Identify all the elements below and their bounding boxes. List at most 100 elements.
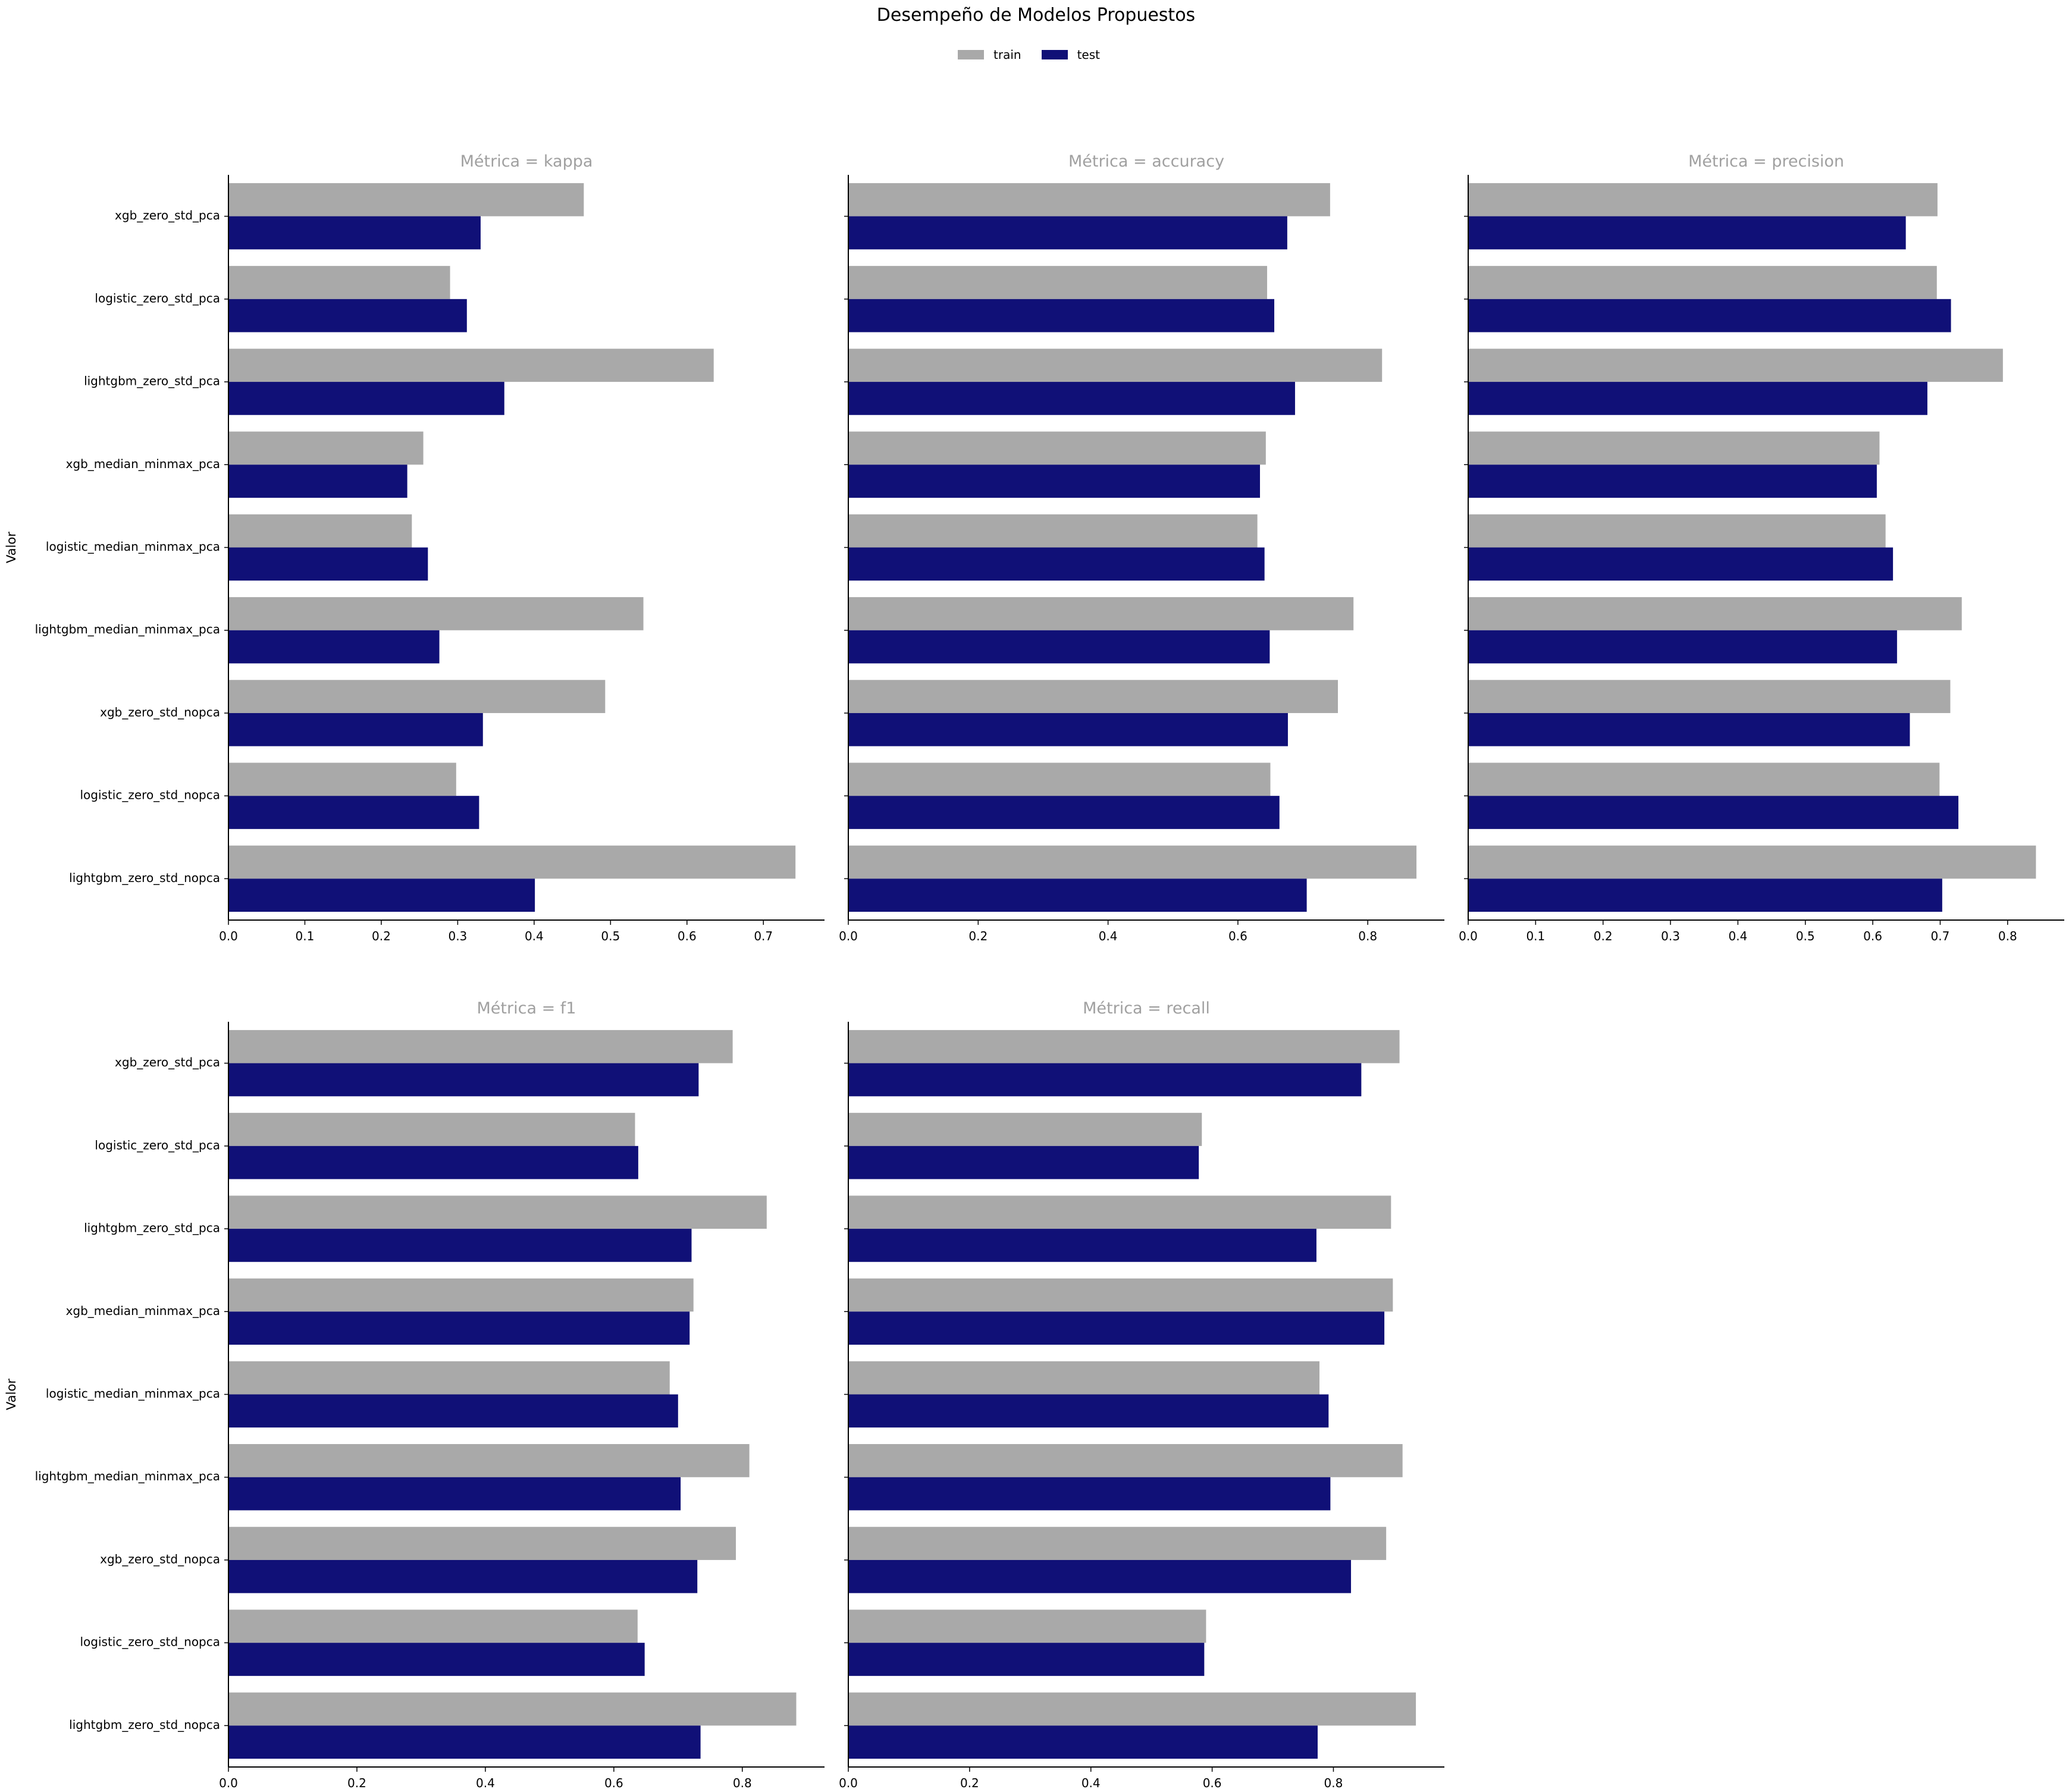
x-tick-label: 0.7 [1931, 929, 1950, 943]
y-tick-label: xgb_median_minmax_pca [66, 1304, 220, 1318]
x-tick-label: 0.2 [1594, 929, 1613, 943]
bar-train [848, 680, 1338, 713]
bar-train [1468, 680, 1951, 713]
bar-test [848, 1063, 1362, 1097]
bar-test [848, 1145, 1199, 1179]
legend-label-test: test [1077, 48, 1100, 62]
bar-train [228, 183, 584, 216]
legend-label-train: train [993, 48, 1021, 62]
y-axis-label: Valor [4, 532, 18, 563]
bar-train [228, 431, 424, 465]
bar-test [848, 1477, 1331, 1511]
bar-test [228, 464, 407, 498]
bar-test [228, 796, 479, 829]
x-tick-label: 0.3 [448, 929, 467, 943]
bar-train [228, 1692, 797, 1726]
bar-test [228, 1311, 690, 1345]
bar-train [848, 1113, 1202, 1146]
bar-test [1468, 878, 1942, 912]
y-tick-label: xgb_median_minmax_pca [66, 457, 220, 471]
bar-train [228, 762, 456, 796]
bar-train [1468, 762, 1940, 796]
bar-test [1468, 796, 1959, 829]
bar-test [848, 1229, 1316, 1262]
bar-test [228, 1643, 645, 1676]
bar-test [848, 299, 1275, 332]
bar-train [848, 1361, 1320, 1395]
bar-train [228, 514, 412, 548]
bar-train [1468, 431, 1880, 465]
y-tick-label: xgb_zero_std_pca [115, 1055, 220, 1069]
x-tick-label: 0.2 [960, 1776, 979, 1789]
facet-panel: Métrica = f1 xgb_zero_std_pca logistic_zer… [4, 999, 825, 1789]
bar-train [1468, 349, 2003, 382]
bar-test [1468, 464, 1877, 498]
x-tick-label: 0.7 [754, 929, 773, 943]
x-tick-label: 0.8 [1998, 929, 2017, 943]
x-tick-label: 0.5 [1796, 929, 1815, 943]
x-tick-label: 0.4 [1099, 929, 1118, 943]
bar-test [848, 216, 1287, 250]
bar-test [848, 630, 1270, 664]
x-tick-label: 0.6 [604, 1776, 623, 1789]
x-tick-label: 0.5 [601, 929, 620, 943]
bar-test [228, 713, 483, 746]
bar-train [1468, 266, 1937, 299]
legend-swatch-train [958, 50, 984, 59]
x-tick-label: 0.4 [476, 1776, 495, 1789]
bar-test [848, 1725, 1318, 1759]
bar-test [848, 464, 1261, 498]
bar-train [848, 183, 1330, 216]
x-tick-label: 0.0 [219, 929, 238, 943]
facet-title: Métrica = kappa [460, 152, 593, 171]
y-tick-label: logistic_median_minmax_pca [46, 539, 220, 554]
bar-test [228, 1725, 701, 1759]
y-axis-label: Valor [4, 1379, 18, 1410]
facet-title: Métrica = f1 [477, 999, 576, 1018]
bar-train [1468, 514, 1886, 548]
bar-train [848, 1444, 1403, 1477]
bar-train [1468, 183, 1938, 216]
bar-test [848, 1559, 1352, 1593]
bar-train [1468, 845, 2036, 879]
bar-train [848, 1030, 1400, 1063]
x-tick-label: 0.8 [1358, 929, 1377, 943]
bar-test [228, 1559, 698, 1593]
x-tick-label: 0.6 [1228, 929, 1247, 943]
bar-test [228, 1229, 692, 1262]
y-tick-label: logistic_zero_std_pca [95, 291, 220, 305]
y-tick-label: logistic_zero_std_pca [95, 1138, 220, 1152]
legend-swatch-test [1041, 50, 1068, 59]
x-tick-label: 0.4 [1082, 1776, 1101, 1789]
bar-train [848, 1195, 1391, 1229]
facet-title: Métrica = recall [1083, 999, 1210, 1018]
bar-train [848, 845, 1417, 879]
bar-test [228, 216, 481, 250]
bar-test [228, 1145, 638, 1179]
x-tick-label: 0.6 [1203, 1776, 1222, 1789]
x-tick-label: 0.4 [1728, 929, 1747, 943]
bar-train [848, 514, 1258, 548]
bar-train [848, 349, 1383, 382]
bar-train [228, 845, 796, 879]
y-tick-label: lightgbm_zero_std_pca [84, 1221, 220, 1235]
bar-test [848, 713, 1288, 746]
bar-train [228, 1195, 767, 1229]
bar-train [848, 597, 1354, 630]
x-tick-label: 0.0 [839, 1776, 858, 1789]
x-tick-label: 0.8 [1324, 1776, 1343, 1789]
y-tick-label: lightgbm_median_minmax_pca [35, 622, 220, 636]
bar-train [228, 597, 644, 630]
bar-test [848, 1394, 1329, 1428]
y-tick-label: lightgbm_zero_std_nopca [69, 871, 220, 885]
facet-panel: Métrica = recall 0.0 0.2 0.4 0.6 0.8 [839, 999, 1444, 1789]
bar-test [1468, 382, 1927, 415]
bar-train [848, 266, 1268, 299]
figure-title: Desempeño de Modelos Propuestos [876, 5, 1196, 26]
bar-test [228, 878, 535, 912]
bar-train [1468, 597, 1962, 630]
bar-train [848, 762, 1271, 796]
x-tick-label: 0.2 [372, 929, 391, 943]
